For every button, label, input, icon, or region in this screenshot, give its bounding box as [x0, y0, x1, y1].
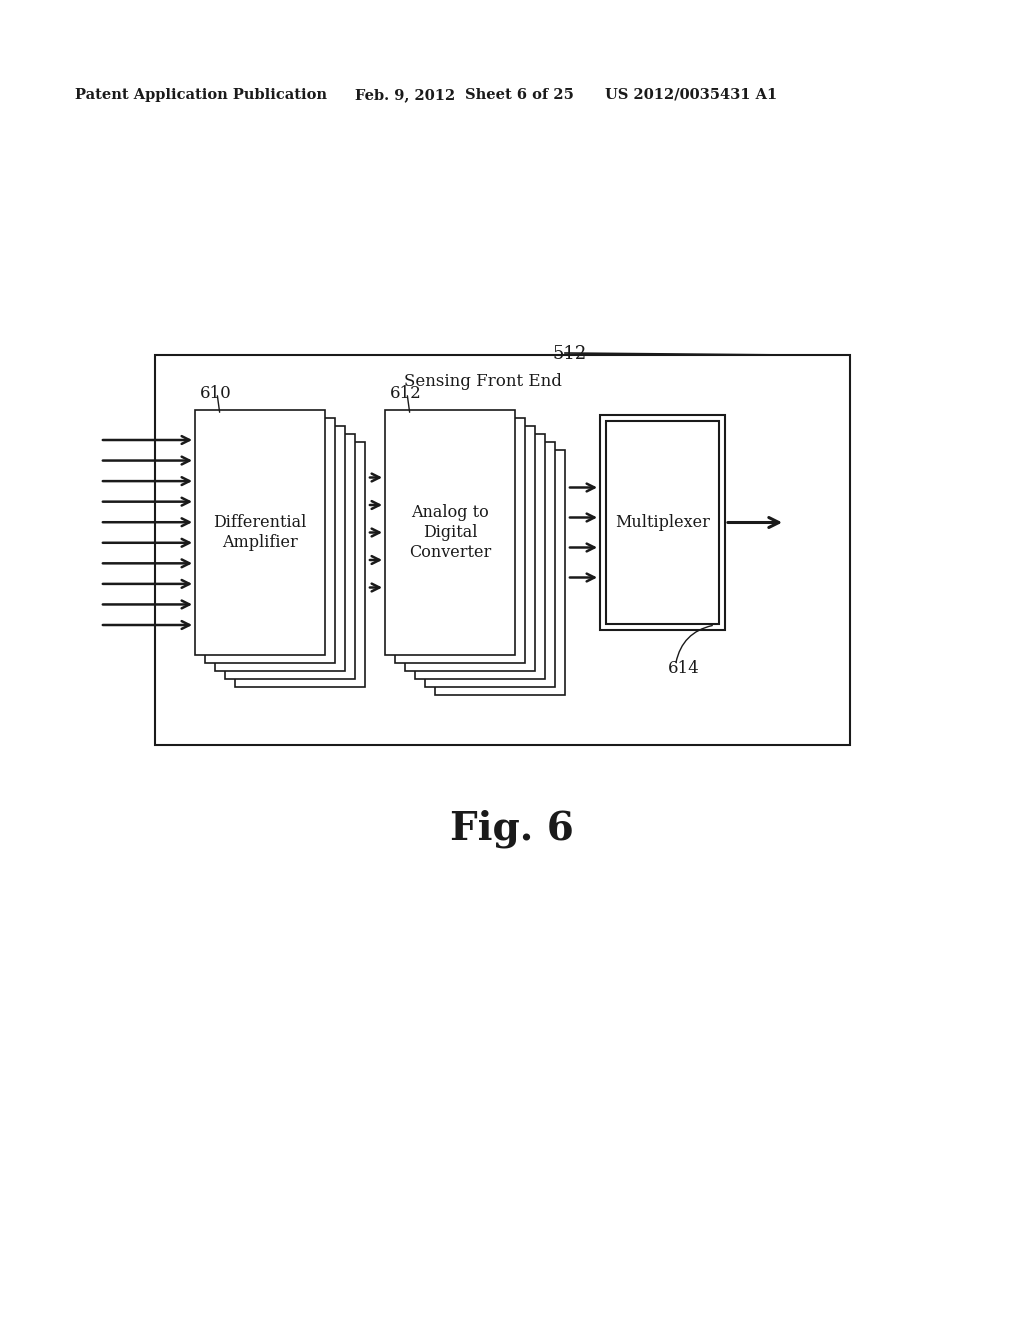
Bar: [385, 411, 515, 655]
Bar: [395, 418, 525, 663]
Text: 612: 612: [390, 385, 422, 403]
Bar: [435, 450, 565, 696]
Bar: [406, 426, 535, 671]
Bar: [425, 442, 555, 686]
Bar: [205, 418, 335, 663]
Bar: [155, 355, 850, 744]
Text: Fig. 6: Fig. 6: [451, 810, 573, 849]
Text: Feb. 9, 2012: Feb. 9, 2012: [355, 88, 456, 102]
Bar: [195, 411, 325, 655]
Bar: [234, 442, 365, 686]
Bar: [215, 426, 345, 671]
Text: Differential
Amplifier: Differential Amplifier: [213, 515, 306, 550]
Text: Analog to
Digital
Converter: Analog to Digital Converter: [409, 504, 492, 561]
Text: Multiplexer: Multiplexer: [615, 513, 710, 531]
Text: 512: 512: [553, 345, 587, 363]
Bar: [606, 421, 719, 624]
Text: Sheet 6 of 25: Sheet 6 of 25: [465, 88, 573, 102]
Bar: [600, 414, 725, 630]
Text: US 2012/0035431 A1: US 2012/0035431 A1: [605, 88, 777, 102]
Bar: [415, 434, 545, 678]
Text: Sensing Front End: Sensing Front End: [403, 374, 561, 389]
Text: 610: 610: [200, 385, 231, 403]
Text: 614: 614: [668, 660, 699, 677]
Text: Patent Application Publication: Patent Application Publication: [75, 88, 327, 102]
Bar: [225, 434, 355, 678]
